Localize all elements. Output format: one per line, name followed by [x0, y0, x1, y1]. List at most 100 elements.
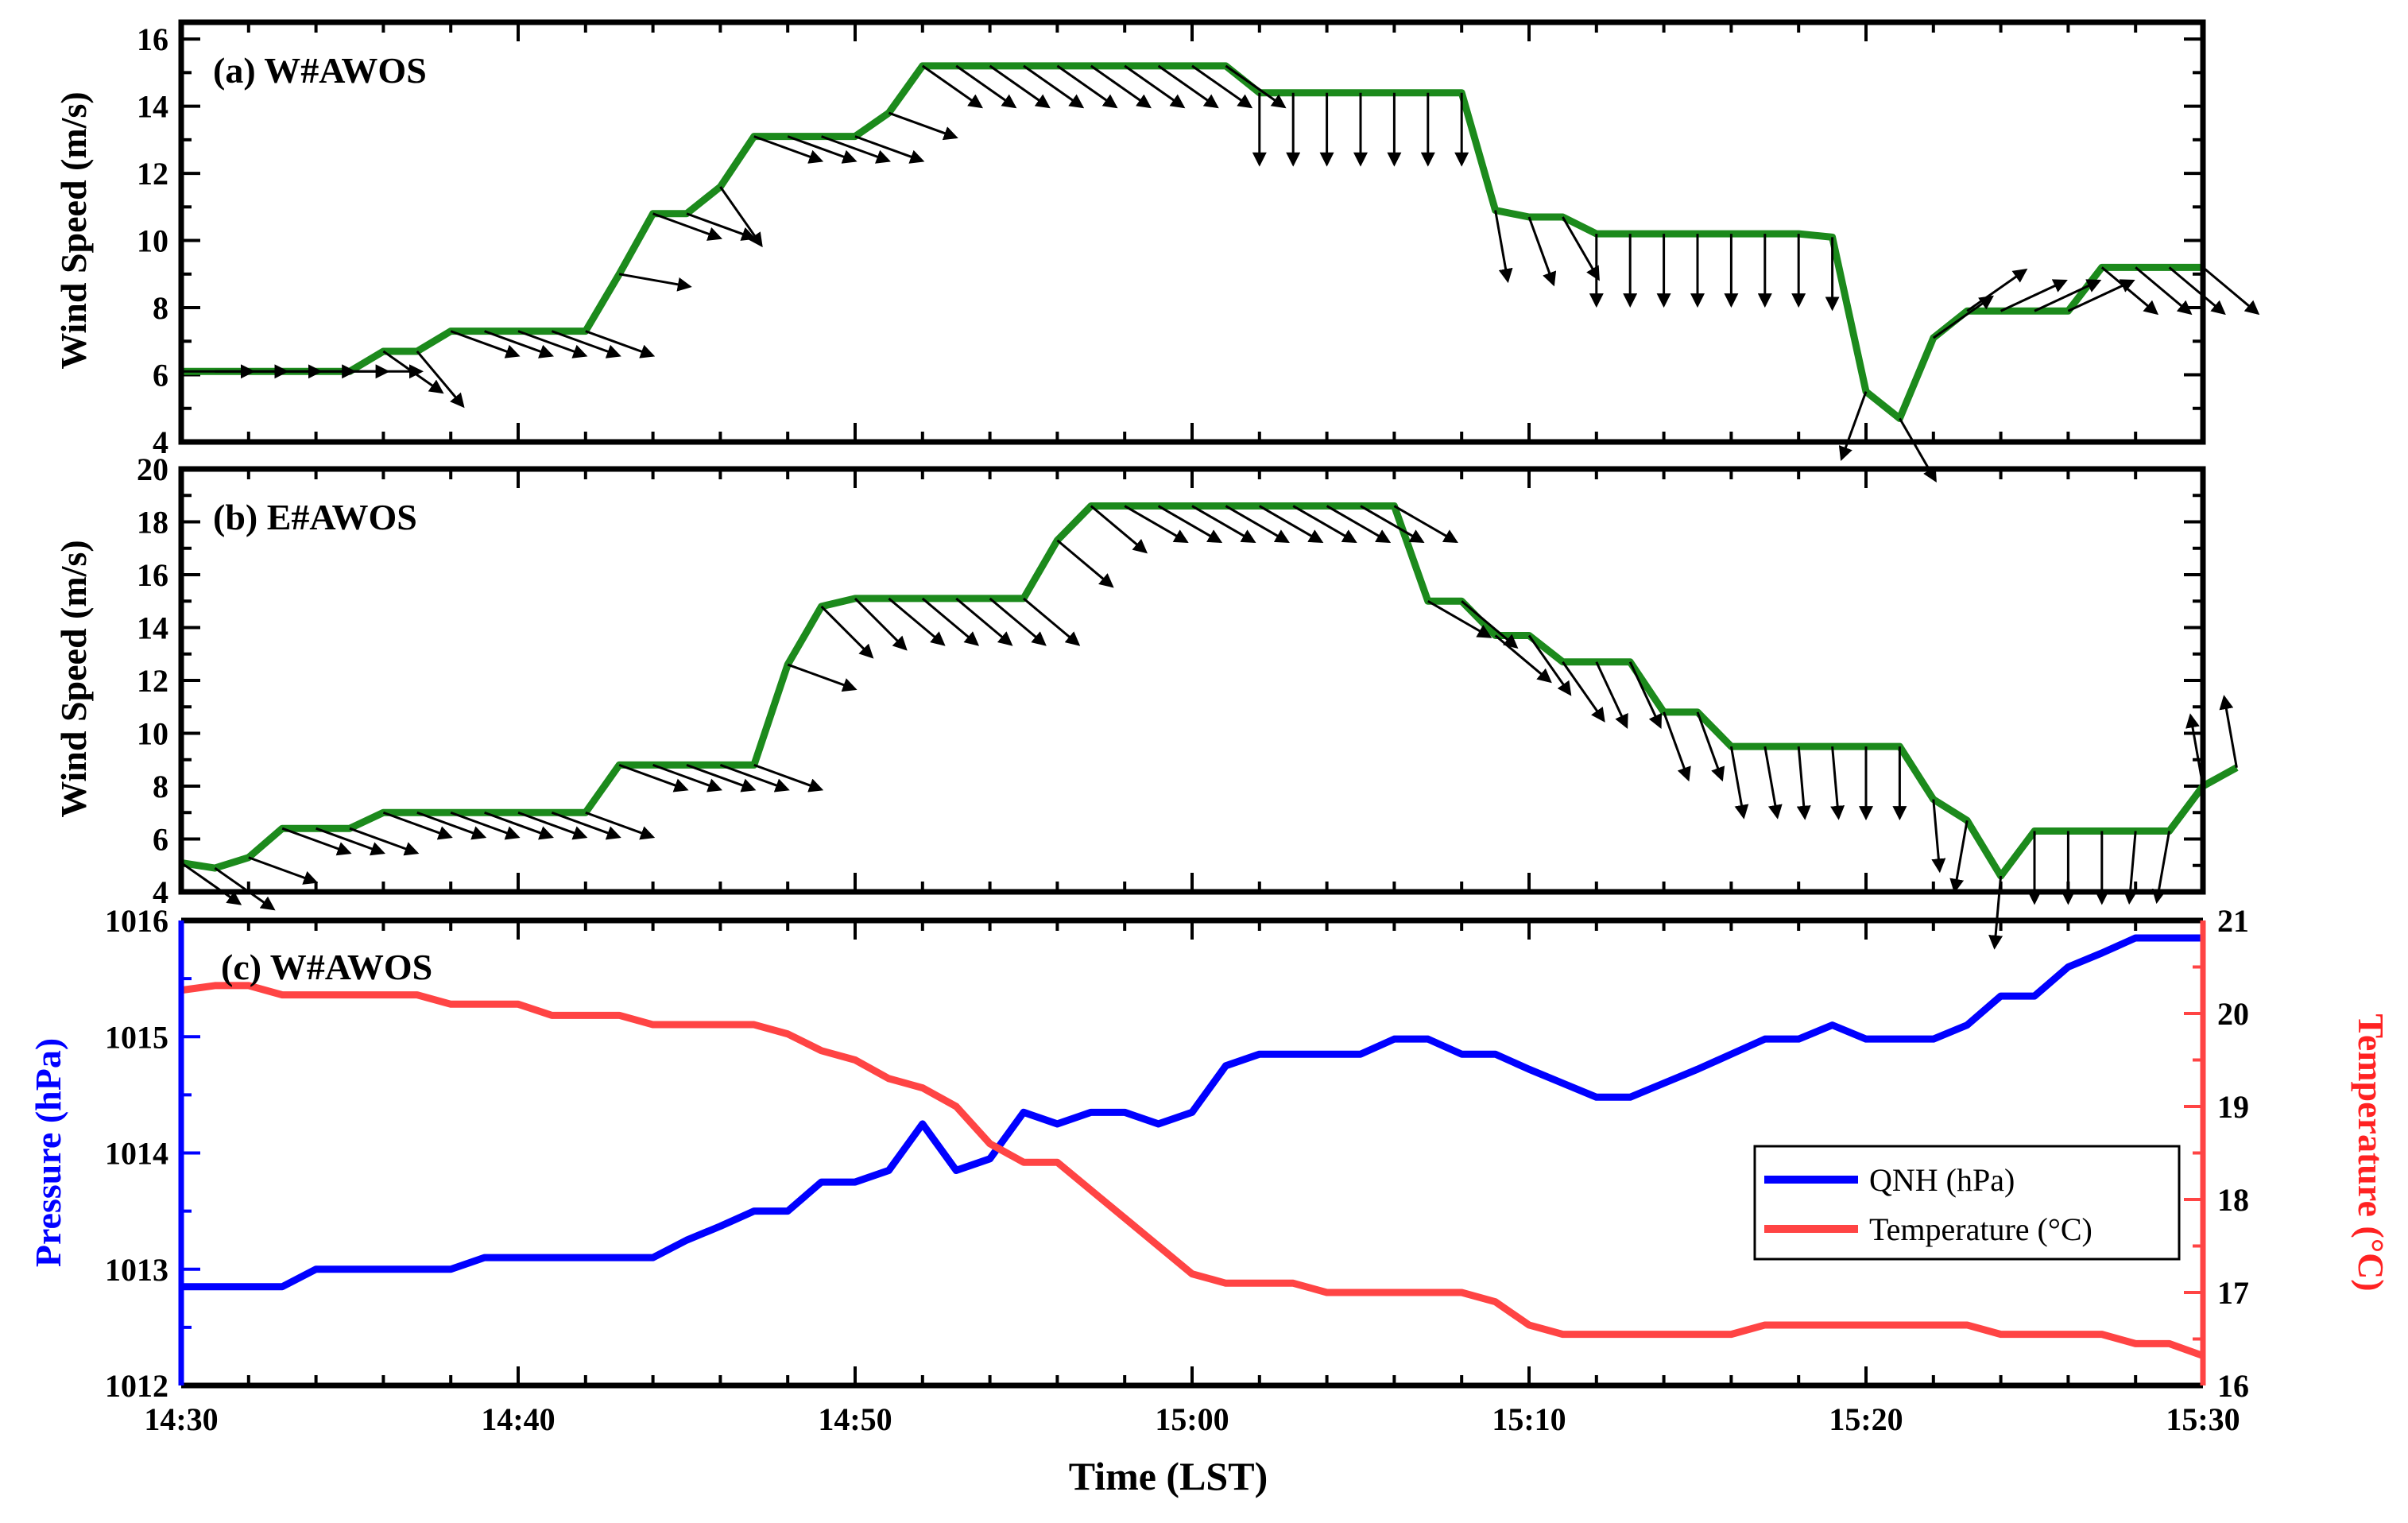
- y-tick-label-pressure: 1013: [105, 1252, 168, 1288]
- wind-vector-arrow: [1259, 505, 1324, 544]
- wind-vector-arrow: [1562, 661, 1605, 723]
- x-axis-title: Time (LST): [1069, 1454, 1268, 1498]
- wind-vector-arrow: [989, 597, 1047, 646]
- wind-vector-arrow: [1527, 634, 1572, 696]
- panel-c-ylabel-left: Pressure (hPa): [28, 1038, 68, 1267]
- wind-vector-arrow: [1393, 505, 1458, 544]
- wind-vector-arrow: [316, 827, 385, 856]
- wind-vector-arrow: [416, 811, 487, 840]
- wind-vector-arrow: [1157, 64, 1219, 109]
- wind-vector-arrow: [1023, 64, 1085, 109]
- wind-vector-arrow: [1931, 799, 1946, 874]
- wind-vector-arrow: [719, 186, 763, 248]
- wind-vector-arrow: [618, 273, 692, 292]
- wind-vector-arrow: [2100, 266, 2159, 316]
- wind-vector-arrow: [1696, 711, 1725, 782]
- wind-vector-arrow: [1562, 216, 1600, 281]
- y-tick-label: 6: [153, 358, 168, 393]
- y-tick-label-pressure: 1015: [105, 1019, 168, 1055]
- wind-vector-arrow: [1527, 216, 1557, 287]
- wind-vector-arrow: [2219, 695, 2238, 768]
- wind-vector-arrow: [1225, 64, 1287, 109]
- x-tick-label: 14:30: [144, 1401, 218, 1437]
- y-tick-label-temperature: 16: [2217, 1368, 2249, 1404]
- wind-vector-arrow: [2000, 279, 2068, 312]
- wind-vector-arrow: [450, 811, 521, 840]
- panel-a-wind-w-awos: 4 6 8 10 12 14 16 (a) W#AWOS Wind Speed (m/s): [53, 19, 2260, 482]
- wind-vector-arrow: [888, 597, 946, 646]
- wind-vector-arrow: [180, 862, 242, 905]
- wind-vector-arrow: [1090, 64, 1152, 109]
- wind-vector-arrow: [2168, 266, 2226, 316]
- wind-vector-arrow: [753, 763, 824, 793]
- y-tick-label: 14: [137, 89, 168, 125]
- wind-vector-arrow: [1729, 746, 1749, 820]
- wind-vector-arrow: [382, 350, 444, 394]
- panel-c-pressure-temperature: 1012 1013 1014 1015 1016 16 17 18 19 20 21 14:30 14:…: [28, 903, 2391, 1498]
- panel-b-title: (b) E#AWOS: [213, 497, 417, 537]
- wind-vector-arrow: [1360, 505, 1425, 544]
- y-tick-label: 16: [137, 557, 168, 593]
- y-tick-label: 10: [137, 223, 168, 259]
- y-tick-label: 16: [137, 21, 168, 57]
- y-tick-label-pressure: 1016: [105, 903, 168, 939]
- x-tick-label: 14:40: [481, 1401, 555, 1437]
- wind-vector-arrow: [1966, 268, 2028, 312]
- temperature-line: [180, 982, 2205, 1359]
- y-tick-label: 10: [137, 716, 168, 752]
- y-tick-label-temperature: 20: [2217, 996, 2249, 1032]
- wind-vector-arrow: [1427, 599, 1492, 638]
- qnh-line: [181, 934, 2203, 1291]
- wind-vector-arrow: [1494, 210, 1513, 284]
- wind-vector-arrow: [585, 811, 656, 840]
- y-tick-label: 12: [137, 663, 168, 699]
- legend-label-temperature: Temperature (°C): [1869, 1211, 2092, 1247]
- wind-vector-arrow: [416, 350, 465, 409]
- wind-vector-arrow: [281, 827, 352, 856]
- wind-vector-arrow: [1191, 64, 1253, 109]
- wind-vector-arrow: [854, 597, 908, 651]
- panel-a-ylabel: Wind Speed (m/s): [53, 91, 94, 369]
- wind-vector-arrow: [248, 856, 319, 885]
- y-tick-label: 20: [137, 451, 168, 487]
- wind-vector-arrow: [719, 763, 790, 793]
- wind-vector-arrow: [652, 212, 722, 241]
- wind-vector-arrow: [382, 811, 453, 840]
- y-tick-label: 18: [137, 505, 168, 541]
- x-tick-label: 15:20: [1829, 1401, 1903, 1437]
- wind-vector-arrow: [2202, 266, 2260, 316]
- wind-vector-arrow: [517, 330, 588, 358]
- y-tick-label: 4: [153, 424, 168, 460]
- wind-vector-arrow: [1056, 64, 1118, 109]
- wind-vector-arrow: [1663, 711, 1691, 782]
- wind-vector-arrow: [1830, 746, 1845, 820]
- wind-vector-arrow: [450, 330, 521, 358]
- y-tick-label-temperature: 17: [2217, 1275, 2249, 1311]
- wind-vector-arrow: [1461, 600, 1519, 649]
- panel-b-ylabel: Wind Speed (m/s): [53, 540, 94, 817]
- panel-b-frame: [178, 466, 2206, 895]
- wind-vector-arrow: [820, 605, 874, 659]
- wind-vector-arrow: [1949, 820, 1969, 893]
- wind-vector-arrow: [989, 64, 1051, 109]
- wind-vector-arrow: [955, 597, 1013, 646]
- x-tick-label: 15:10: [1492, 1401, 1566, 1437]
- wind-vector-arrow: [1796, 746, 1811, 820]
- wind-vector-arrow: [214, 866, 276, 911]
- wind-speed-line: [181, 62, 2203, 422]
- panel-a-frame: [178, 19, 2206, 445]
- wind-vector-arrow: [652, 763, 722, 793]
- y-tick-label-pressure: 1012: [105, 1368, 168, 1404]
- panel-c-ylabel-right: Temperature (°C): [2351, 1013, 2391, 1291]
- wind-vector-arrow: [1191, 505, 1256, 544]
- wind-vector-arrow: [686, 763, 757, 793]
- wind-vector-arrow: [1023, 597, 1081, 646]
- wind-vector-arrow: [1157, 505, 1223, 544]
- wind-vector-arrow: [2034, 279, 2102, 312]
- wind-vector-arrow: [551, 811, 621, 840]
- wind-vector-arrow: [1494, 634, 1552, 684]
- wind-vector-arrow: [618, 763, 689, 793]
- legend: QNH (hPa) Temperature (°C): [1753, 1145, 2181, 1261]
- y-tick-label-temperature: 18: [2217, 1182, 2249, 1218]
